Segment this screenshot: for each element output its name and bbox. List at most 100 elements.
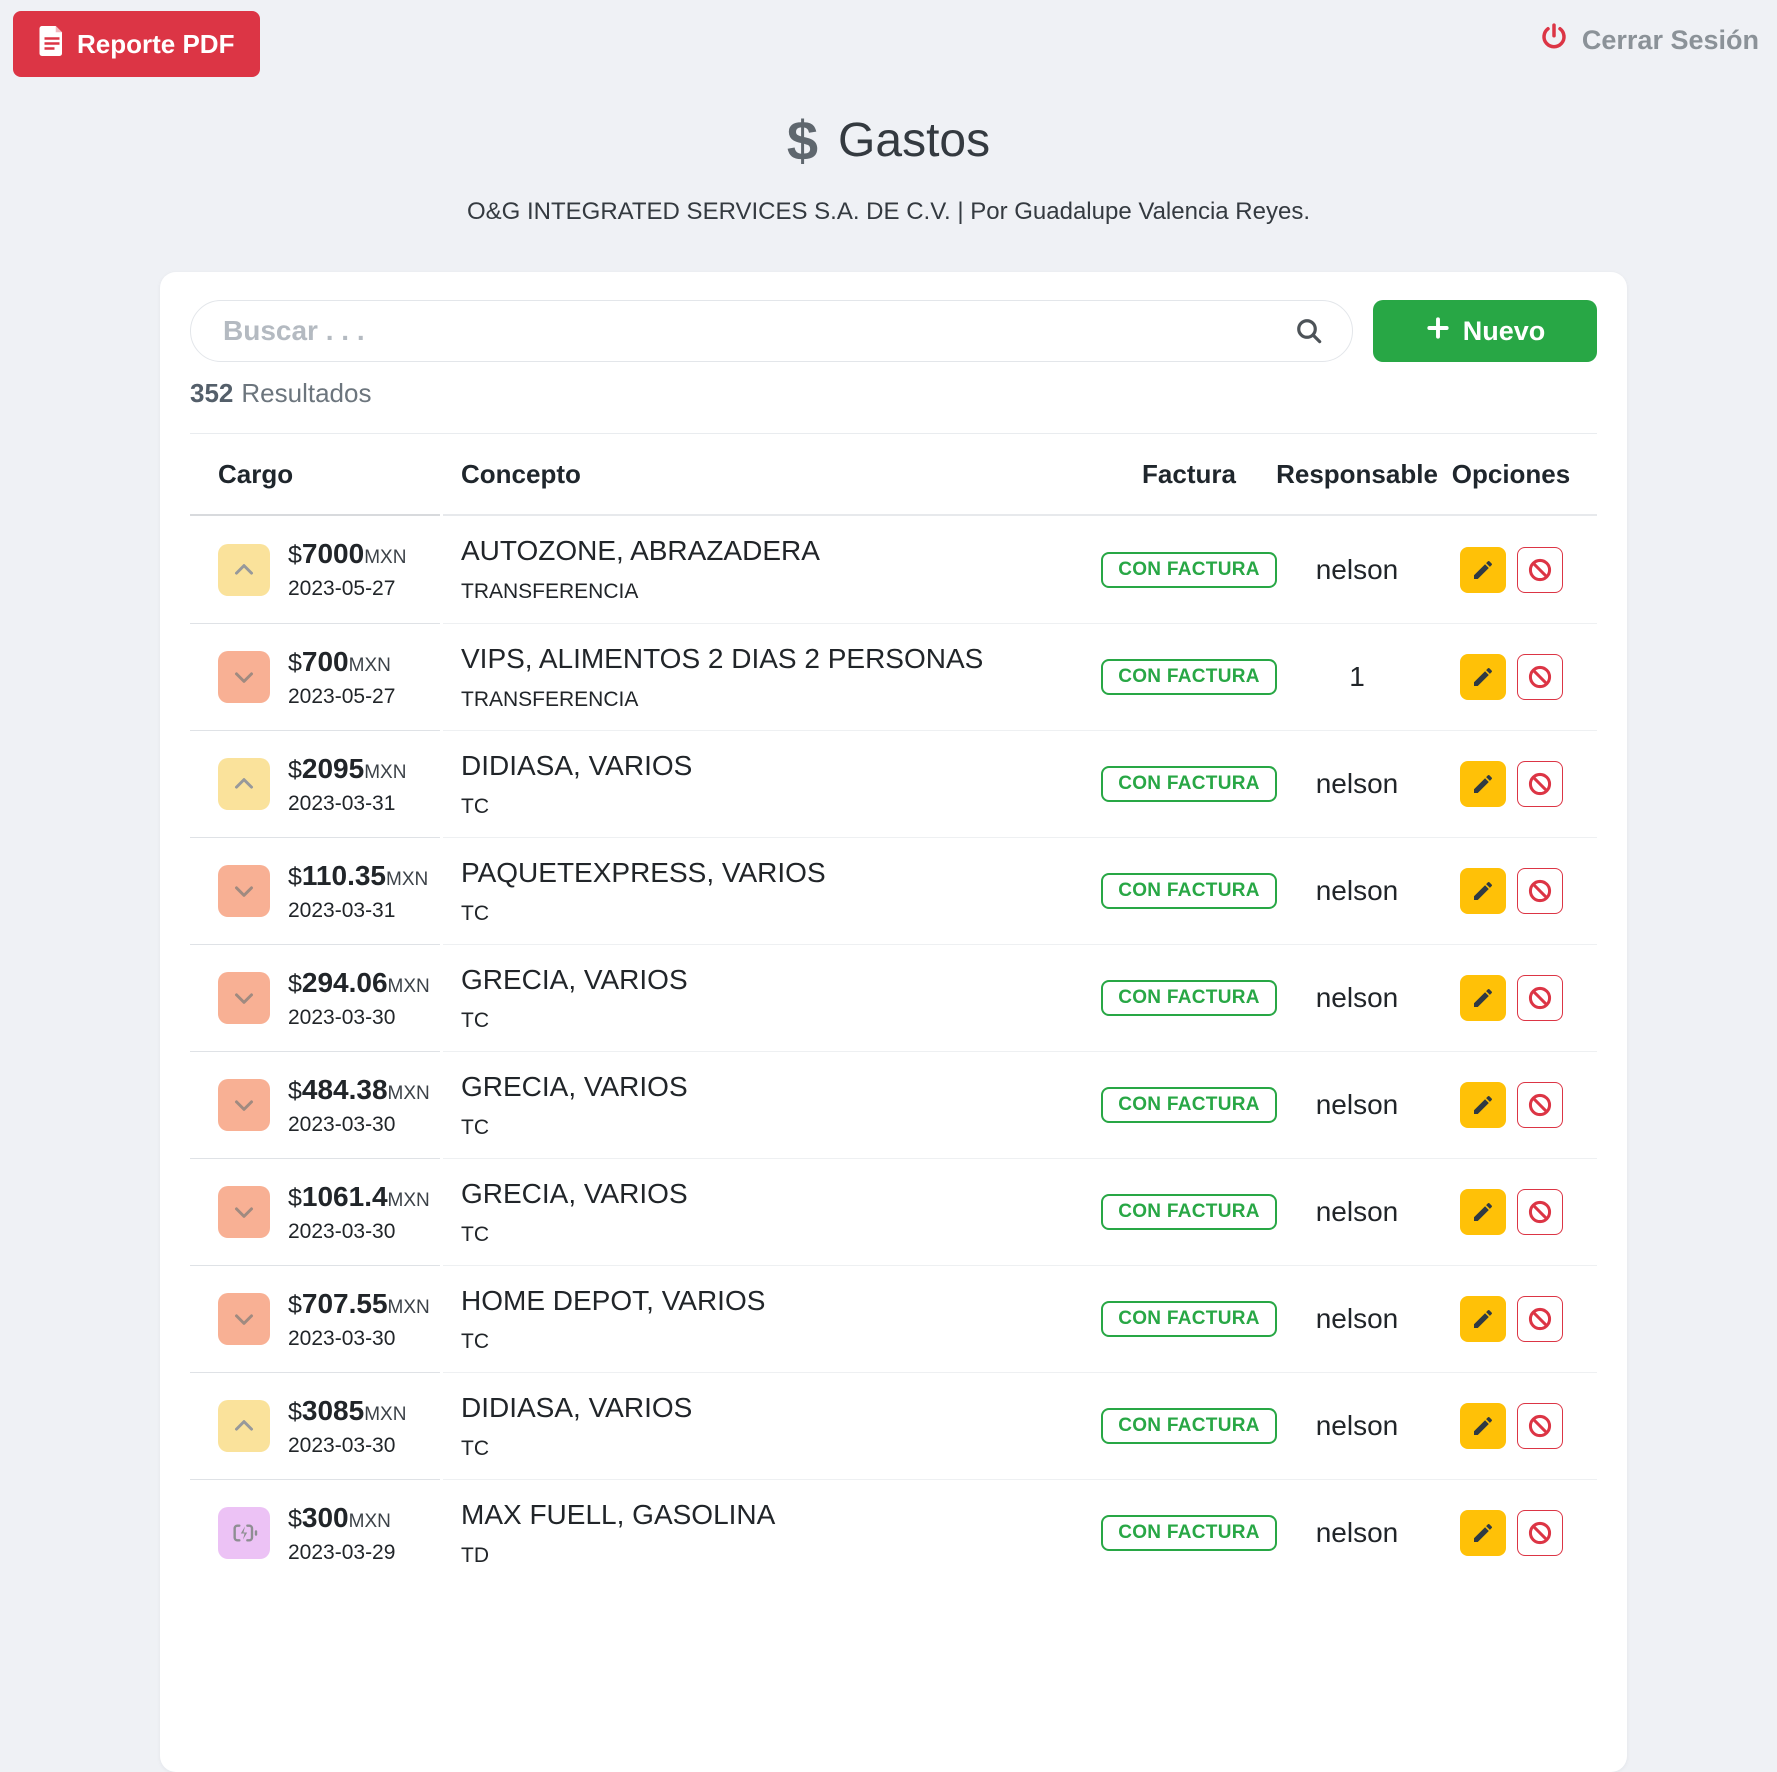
responsible-cell: nelson	[1289, 1051, 1425, 1158]
edit-button[interactable]	[1459, 868, 1506, 914]
amount-value: 110.35	[301, 859, 387, 891]
amount: $7000MXN	[288, 538, 406, 570]
responsible-name: 1	[1349, 661, 1365, 692]
edit-button[interactable]	[1459, 1403, 1506, 1449]
search-input[interactable]	[190, 300, 1353, 362]
report-pdf-button[interactable]: Reporte PDF	[13, 11, 261, 77]
invoice-cell: CON FACTURA	[1089, 623, 1289, 730]
block-button[interactable]	[1516, 1403, 1563, 1449]
cargo-cell: $7000MXN 2023-05-27	[190, 516, 440, 623]
edit-button[interactable]	[1459, 1296, 1506, 1342]
options-cell	[1425, 837, 1597, 944]
edit-button[interactable]	[1459, 1082, 1506, 1128]
block-button[interactable]	[1516, 1510, 1563, 1556]
block-button[interactable]	[1516, 761, 1563, 807]
expense-type-badge[interactable]	[218, 651, 270, 703]
invoice-status-badge: CON FACTURA	[1101, 659, 1277, 695]
invoice-cell: CON FACTURA	[1089, 944, 1289, 1051]
edit-button[interactable]	[1459, 546, 1506, 593]
expense-type-badge[interactable]	[218, 543, 270, 596]
plus-icon	[1425, 315, 1451, 348]
expense-type-badge[interactable]	[218, 1293, 270, 1345]
cargo-cell: $707.55MXN 2023-03-30	[190, 1265, 440, 1372]
no-entry-icon	[1528, 1200, 1551, 1224]
amount-block: $1061.4MXN 2023-03-30	[288, 1181, 430, 1244]
block-button[interactable]	[1516, 1082, 1563, 1128]
amount-value: 700	[301, 645, 349, 677]
edit-button[interactable]	[1459, 1510, 1506, 1556]
pencil-icon	[1473, 667, 1492, 686]
results-count: 352	[190, 378, 234, 408]
amount-value: 484.38	[301, 1073, 388, 1105]
column-header-cargo: Cargo	[190, 434, 440, 516]
table-row: $7000MXN 2023-05-27 AUTOZONE, ABRAZADERA…	[190, 516, 1597, 623]
concept-text: GRECIA, VARIOS	[461, 1070, 688, 1102]
toolbar: Nuevo	[190, 300, 1597, 362]
search-icon	[1293, 315, 1325, 352]
block-button[interactable]	[1516, 654, 1563, 700]
concept-cell: GRECIA, VARIOS TC	[443, 944, 1089, 1051]
chevron-down-icon	[235, 672, 253, 683]
no-entry-icon	[1528, 986, 1551, 1010]
chevron-down-icon	[235, 1100, 253, 1111]
edit-button[interactable]	[1459, 761, 1506, 807]
payment-method: TC	[461, 1222, 489, 1246]
edit-button[interactable]	[1459, 654, 1506, 700]
responsible-cell: 1	[1289, 623, 1425, 730]
currency-symbol: $	[288, 1290, 302, 1319]
block-button[interactable]	[1516, 868, 1563, 914]
expense-type-badge[interactable]	[218, 1507, 270, 1559]
cargo-cell: $3085MXN 2023-03-30	[190, 1372, 440, 1479]
option-buttons	[1459, 1082, 1563, 1128]
responsible-cell: nelson	[1289, 1372, 1425, 1479]
amount: $707.55MXN	[288, 1288, 430, 1320]
options-cell	[1425, 623, 1597, 730]
block-button[interactable]	[1516, 1189, 1563, 1235]
page-header: $ Gastos	[0, 108, 1777, 173]
responsible-cell: nelson	[1289, 944, 1425, 1051]
concept-text: PAQUETEXPRESS, VARIOS	[461, 856, 826, 888]
currency-code: MXN	[386, 868, 429, 890]
expense-type-badge[interactable]	[218, 1186, 270, 1238]
amount-value: 300	[301, 1501, 349, 1533]
invoice-status-badge: CON FACTURA	[1101, 1408, 1277, 1444]
concept-cell: AUTOZONE, ABRAZADERA TRANSFERENCIA	[443, 516, 1089, 623]
payment-method: TC	[461, 1329, 489, 1353]
amount-block: $707.55MXN 2023-03-30	[288, 1288, 430, 1351]
expense-type-badge[interactable]	[218, 972, 270, 1024]
block-button[interactable]	[1516, 1296, 1563, 1342]
edit-button[interactable]	[1459, 975, 1506, 1021]
responsible-name: nelson	[1315, 1303, 1399, 1334]
expense-type-badge[interactable]	[218, 1400, 270, 1452]
payment-method: TC	[461, 794, 489, 818]
expense-type-badge[interactable]	[218, 758, 270, 810]
currency-symbol: $	[288, 1183, 302, 1212]
currency-code: MXN	[364, 761, 407, 783]
concept-block: DIDIASA, VARIOS TC	[461, 750, 692, 819]
pencil-icon	[1473, 560, 1492, 579]
invoice-status-badge: CON FACTURA	[1101, 1301, 1277, 1337]
block-button[interactable]	[1516, 975, 1563, 1021]
logout-button[interactable]: Cerrar Sesión	[1539, 22, 1759, 59]
edit-button[interactable]	[1459, 1189, 1506, 1235]
amount-block: $700MXN 2023-05-27	[288, 646, 395, 709]
new-button[interactable]: Nuevo	[1373, 300, 1597, 362]
amount: $300MXN	[288, 1502, 395, 1534]
expense-type-badge[interactable]	[218, 1079, 270, 1131]
invoice-status-badge: CON FACTURA	[1101, 1515, 1277, 1551]
no-entry-icon	[1528, 879, 1551, 903]
block-button[interactable]	[1516, 546, 1563, 593]
amount-block: $294.06MXN 2023-03-30	[288, 967, 430, 1030]
column-header-factura: Factura	[1089, 434, 1289, 516]
amount-block: $300MXN 2023-03-29	[288, 1502, 395, 1565]
expense-type-badge[interactable]	[218, 865, 270, 917]
cargo-cell: $700MXN 2023-05-27	[190, 623, 440, 730]
currency-symbol: $	[288, 541, 302, 569]
option-buttons	[1459, 1510, 1563, 1556]
amount-block: $2095MXN 2023-03-31	[288, 753, 406, 816]
concept-block: HOME DEPOT, VARIOS TC	[461, 1285, 765, 1354]
option-buttons	[1459, 1296, 1563, 1342]
table-body: $7000MXN 2023-05-27 AUTOZONE, ABRAZADERA…	[190, 516, 1597, 1586]
new-button-label: Nuevo	[1462, 315, 1546, 346]
amount-value: 7000	[301, 538, 365, 569]
